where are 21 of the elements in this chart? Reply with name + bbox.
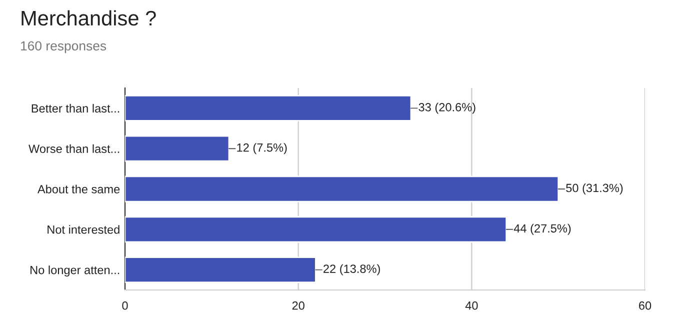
bar bbox=[125, 135, 230, 162]
x-tick-label: 40 bbox=[465, 301, 478, 310]
data-label: 33 (20.6%) bbox=[418, 102, 476, 114]
bar bbox=[125, 216, 508, 243]
y-tick-label: About the same bbox=[37, 184, 120, 194]
data-label: 50 (31.3%) bbox=[566, 183, 623, 194]
bar bbox=[125, 94, 412, 122]
data-label: 44 (27.5%) bbox=[514, 224, 571, 235]
y-tick-label: No longer atten... bbox=[30, 266, 120, 277]
x-tick-label: 0 bbox=[122, 301, 128, 310]
chart-subtitle: 160 responses bbox=[21, 41, 106, 54]
data-label: 22 (13.8%) bbox=[324, 264, 380, 276]
chart-title: Merchandise ? bbox=[22, 10, 156, 26]
x-tick-label: 20 bbox=[292, 301, 304, 310]
bar bbox=[125, 256, 316, 284]
y-tick-label: Not interested bbox=[48, 225, 120, 234]
x-tick-label: 60 bbox=[639, 301, 652, 310]
y-tick-label: Better than last... bbox=[32, 104, 120, 113]
bar bbox=[125, 176, 560, 202]
data-label: 12 (7.5%) bbox=[237, 143, 287, 154]
y-tick-label: Worse than last... bbox=[28, 144, 120, 153]
